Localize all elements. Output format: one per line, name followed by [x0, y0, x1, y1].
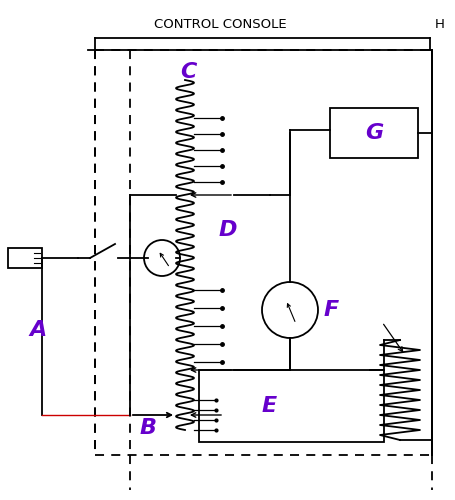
Bar	[329, 108, 417, 158]
Text: E: E	[261, 396, 276, 416]
Text: A: A	[29, 320, 46, 340]
Text: F: F	[324, 300, 339, 320]
Bar	[8, 248, 42, 268]
Text: D: D	[218, 220, 237, 240]
Text: CONTROL CONSOLE: CONTROL CONSOLE	[153, 18, 286, 31]
Bar	[198, 370, 383, 442]
Text: H: H	[434, 18, 444, 31]
Text: G: G	[364, 123, 382, 143]
Text: C: C	[179, 62, 196, 82]
Text: B: B	[139, 418, 156, 438]
